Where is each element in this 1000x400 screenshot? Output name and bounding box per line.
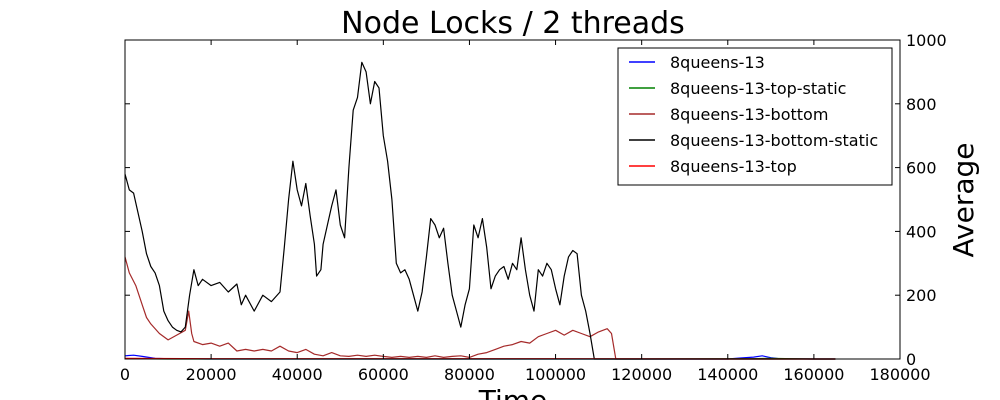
legend-label: 8queens-13-bottom-static [670,131,878,150]
series-line-2 [124,256,836,360]
x-tick-label: 40000 [272,365,323,384]
y-axis: 0 200 400 600 800 1000 [125,31,947,369]
legend-label: 8queens-13-bottom [670,105,828,124]
x-tick-label: 60000 [358,365,409,384]
x-axis: 0 20000 40000 60000 80000 100000 120000 140000 1… [120,40,931,384]
y-tick-label: 200 [906,286,937,305]
legend-label: 8queens-13-top-static [670,79,846,98]
x-tick-label: 160000 [783,365,844,384]
x-tick-label: 120000 [611,365,672,384]
y-tick-label: 0 [906,350,916,369]
x-tick-label: 20000 [186,365,237,384]
y-tick-label: 400 [906,222,937,241]
y-tick-label: 800 [906,95,937,114]
x-tick-label: 140000 [697,365,758,384]
y-axis-label: Average [947,143,980,258]
x-tick-label: 80000 [444,365,495,384]
x-tick-label: 180000 [869,365,930,384]
legend-label: 8queens-13-top [670,157,797,176]
chart-title: Node Locks / 2 threads [341,6,685,41]
y-tick-label: 600 [906,159,937,178]
legend: 8queens-13 8queens-13-top-static 8queens-1… [617,47,893,186]
series-line-3 [124,61,836,360]
x-tick-label: 100000 [525,365,586,384]
legend-label: 8queens-13 [670,53,765,72]
x-tick-label: 0 [120,365,130,384]
legend-box [617,47,893,186]
plot-frame [124,39,901,360]
x-axis-label: Time [478,384,548,400]
y-tick-label: 1000 [906,31,947,50]
